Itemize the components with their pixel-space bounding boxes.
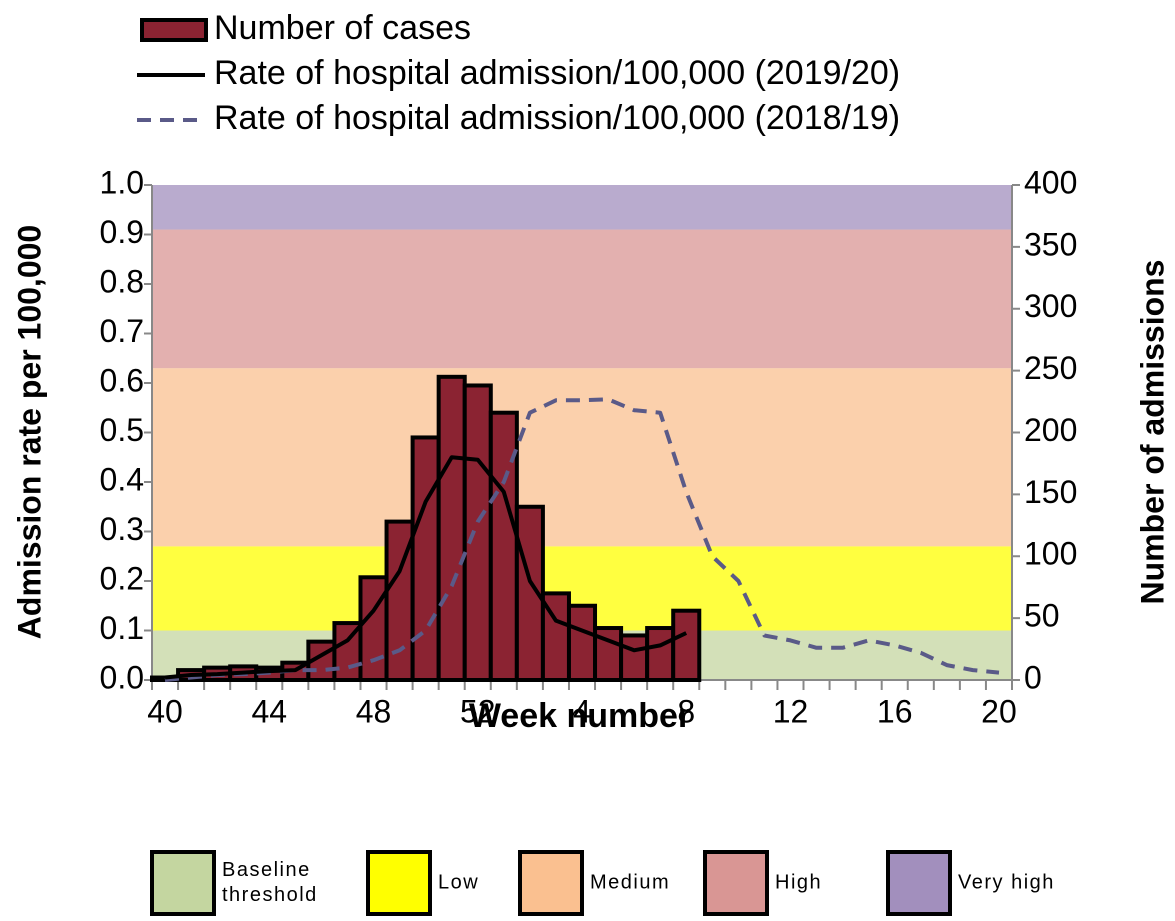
- legend-swatch: [140, 18, 208, 42]
- x-tick-label: 16: [877, 693, 913, 729]
- bar: [462, 383, 493, 682]
- bar: [619, 633, 650, 683]
- x-tick-label: 8: [677, 693, 695, 729]
- y-tick-label: 0.5: [100, 412, 144, 448]
- band-legend-label: High: [775, 871, 822, 893]
- y-tick-label: 0.7: [100, 313, 144, 349]
- x-tick-label: 12: [773, 693, 809, 729]
- x-axis-title: Week number: [469, 697, 691, 735]
- bar: [436, 374, 467, 682]
- risk-band: [152, 368, 1012, 547]
- bar: [358, 575, 389, 682]
- y-tick-label: 1.0: [100, 164, 144, 200]
- legend-label: Rate of hospital admission/100,000 (2019…: [214, 54, 900, 92]
- line: [164, 455, 688, 680]
- x-tick-label: 44: [251, 693, 287, 729]
- x-tick-label: 20: [981, 693, 1017, 729]
- band-legend-swatch: [886, 850, 952, 916]
- legend-label: Number of cases: [214, 9, 471, 47]
- y-tick-label: 0.0: [100, 659, 144, 695]
- bar: [410, 435, 441, 683]
- y2-tick-label: 0: [1024, 659, 1042, 695]
- y-axis-title: Admission rate per 100,000: [11, 225, 47, 639]
- y-tick-label: 0.8: [100, 263, 144, 299]
- y2-tick-label: 50: [1024, 598, 1060, 634]
- band-legend-swatch: [150, 850, 216, 916]
- band-legend-label: Very high: [958, 871, 1055, 893]
- y-tick-label: 0.6: [100, 362, 144, 398]
- x-tick-label: 52: [460, 693, 496, 729]
- y2-tick-label: 150: [1024, 474, 1077, 510]
- y-tick-label: 0.4: [100, 461, 144, 497]
- bar: [645, 626, 676, 683]
- band-legend-label: Low: [438, 871, 479, 893]
- y2-axis-title: Number of admissions: [1134, 260, 1170, 605]
- y2-tick-label: 200: [1024, 412, 1077, 448]
- risk-band: [152, 229, 1012, 369]
- y-tick-label: 0.9: [100, 214, 144, 250]
- band-legend-label: Baseline threshold: [222, 859, 318, 906]
- legend-label: Rate of hospital admission/100,000 (2018…: [214, 99, 900, 137]
- y-tick-label: 0.2: [100, 560, 144, 596]
- x-tick-label: 40: [147, 693, 183, 729]
- line: [164, 397, 1000, 682]
- y-tick-label: 0.1: [100, 610, 144, 646]
- y2-tick-label: 350: [1024, 226, 1077, 262]
- band-legend-swatch: [366, 850, 432, 916]
- band-legend-label: Medium: [590, 871, 670, 893]
- risk-band: [152, 185, 1012, 230]
- band-legend-swatch: [518, 850, 584, 916]
- y-tick-label: 0.3: [100, 511, 144, 547]
- band-legend-swatch: [703, 850, 769, 916]
- x-tick-label: 48: [356, 693, 392, 729]
- x-tick-label: 4: [573, 693, 591, 729]
- bar: [671, 608, 702, 683]
- y2-tick-label: 250: [1024, 350, 1077, 386]
- y2-tick-label: 100: [1024, 536, 1077, 572]
- y2-tick-label: 300: [1024, 288, 1077, 324]
- bar: [332, 621, 363, 683]
- bar: [566, 603, 598, 682]
- y2-tick-label: 400: [1024, 164, 1077, 200]
